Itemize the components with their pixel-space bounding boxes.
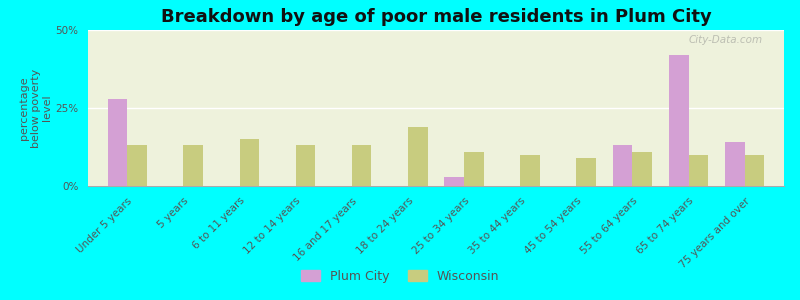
Bar — [108, 99, 127, 186]
Bar — [408, 127, 427, 186]
Bar — [352, 146, 371, 186]
Legend: Plum City, Wisconsin: Plum City, Wisconsin — [296, 265, 504, 288]
Bar — [689, 155, 708, 186]
Bar — [296, 146, 315, 186]
Bar — [464, 152, 484, 186]
Bar — [520, 155, 540, 186]
Bar — [745, 155, 764, 186]
Bar — [239, 139, 259, 186]
Y-axis label: percentage
below poverty
level: percentage below poverty level — [19, 68, 52, 148]
Bar — [576, 158, 596, 186]
Title: Breakdown by age of poor male residents in Plum City: Breakdown by age of poor male residents … — [161, 8, 711, 26]
Bar — [633, 152, 652, 186]
Bar — [183, 146, 203, 186]
Bar — [613, 146, 633, 186]
Bar — [127, 146, 147, 186]
Bar — [725, 142, 745, 186]
Text: City-Data.com: City-Data.com — [689, 35, 763, 45]
Bar — [669, 55, 689, 186]
Bar — [445, 177, 464, 186]
